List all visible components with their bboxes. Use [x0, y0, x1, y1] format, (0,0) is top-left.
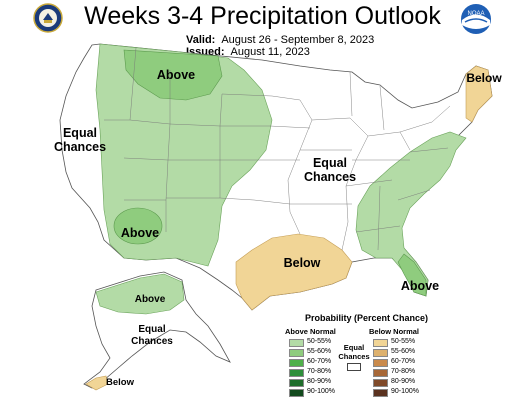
svg-text:NOAA: NOAA: [467, 11, 484, 17]
below-alaska-region: [85, 375, 109, 391]
legend: Probability (Percent Chance) Above Norma…: [285, 313, 525, 405]
legend-above-label: 90-100%: [307, 388, 336, 395]
legend-above-label: 50-55%: [307, 338, 332, 345]
issued-value: August 11, 2023: [230, 46, 310, 58]
label-equal-west-line2: Chances: [54, 140, 106, 154]
legend-above-swatch: [289, 349, 304, 357]
legend-below-header: Below Normal: [369, 327, 420, 336]
legend-equal-chances: Equal Chances: [337, 343, 371, 361]
below-maine-region: [465, 65, 493, 123]
valid-dates: Valid: August 26 - September 8, 2023: [186, 34, 374, 46]
valid-label: Valid:: [186, 34, 216, 46]
legend-above-swatch: [289, 339, 304, 347]
label-above-florida: Above: [401, 279, 439, 293]
label-below-alaska: Below: [106, 377, 135, 388]
label-below-gulf: Below: [284, 256, 321, 270]
legend-title: Probability (Percent Chance): [305, 313, 429, 323]
legend-below-swatch: [373, 339, 388, 347]
label-equal-alaska-line1: Equal: [138, 324, 165, 335]
noaa-logo-icon: NOAA: [461, 4, 491, 34]
legend-above-swatch: [289, 379, 304, 387]
label-equal-center-line1: Equal: [313, 156, 347, 170]
label-equal-west-line1: Equal: [63, 126, 97, 140]
above-alaska-region: [95, 273, 185, 315]
legend-below-label: 60-70%: [391, 358, 416, 365]
legend-below-label: 80-90%: [391, 378, 416, 385]
legend-below-swatch: [373, 369, 388, 377]
legend-above-label: 70-80%: [307, 368, 332, 375]
legend-below-swatch: [373, 349, 388, 357]
page-title: Weeks 3-4 Precipitation Outlook: [84, 2, 441, 30]
legend-below-label: 70-80%: [391, 368, 416, 375]
above-florida-core: [397, 253, 427, 297]
label-equal-alaska-line2: Chances: [131, 336, 173, 347]
legend-above-swatch: [289, 389, 304, 397]
legend-above-swatch: [289, 359, 304, 367]
label-equal-center-line2: Chances: [304, 170, 356, 184]
legend-above-label: 80-90%: [307, 378, 332, 385]
legend-below-label: 50-55%: [391, 338, 416, 345]
legend-below-swatch: [373, 359, 388, 367]
label-below-maine: Below: [466, 71, 502, 85]
legend-equal-line2: Chances: [338, 352, 370, 361]
legend-equal-line1: Equal: [343, 343, 365, 352]
label-above-north: Above: [157, 68, 195, 82]
legend-below-label: 55-60%: [391, 348, 416, 355]
above-southwest-core: [113, 207, 163, 245]
above-north-core: [123, 49, 223, 101]
legend-below-swatch: [373, 389, 388, 397]
state-borders: [104, 47, 451, 251]
valid-value: August 26 - September 8, 2023: [221, 34, 375, 46]
legend-equal-swatch: [347, 363, 361, 371]
legend-above-header: Above Normal: [285, 327, 336, 336]
legend-below-swatch: [373, 379, 388, 387]
commerce-seal-icon: [33, 3, 63, 33]
legend-above-swatch: [289, 369, 304, 377]
legend-above-label: 55-60%: [307, 348, 332, 355]
legend-above-label: 60-70%: [307, 358, 332, 365]
legend-below-label: 90-100%: [391, 388, 420, 395]
label-above-alaska: Above: [135, 294, 166, 305]
below-gulf-region: [235, 233, 353, 311]
label-above-southwest: Above: [121, 226, 159, 240]
